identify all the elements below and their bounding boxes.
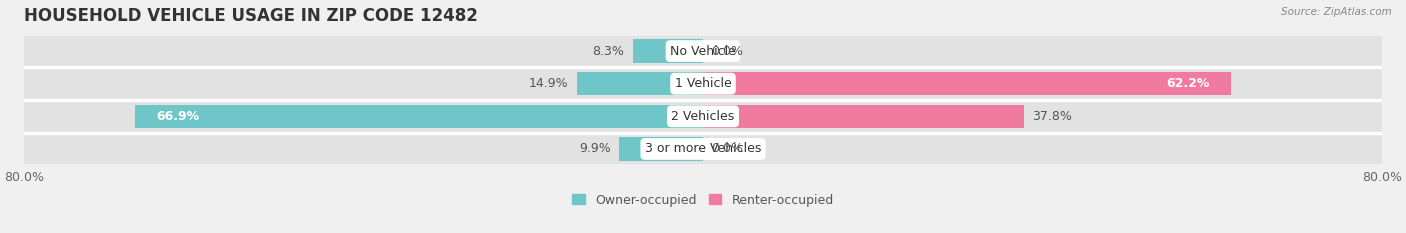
- Text: 14.9%: 14.9%: [529, 77, 568, 90]
- Bar: [135, 105, 703, 128]
- Text: 1 Vehicle: 1 Vehicle: [675, 77, 731, 90]
- Text: 37.8%: 37.8%: [1032, 110, 1073, 123]
- Bar: [24, 101, 1382, 132]
- Text: HOUSEHOLD VEHICLE USAGE IN ZIP CODE 12482: HOUSEHOLD VEHICLE USAGE IN ZIP CODE 1248…: [24, 7, 478, 25]
- Text: Source: ZipAtlas.com: Source: ZipAtlas.com: [1281, 7, 1392, 17]
- Bar: [703, 72, 1230, 96]
- Bar: [24, 134, 1382, 164]
- Bar: [24, 68, 1382, 99]
- Text: 0.0%: 0.0%: [711, 45, 744, 58]
- Text: 8.3%: 8.3%: [592, 45, 624, 58]
- Bar: [24, 36, 1382, 66]
- Text: 0.0%: 0.0%: [711, 142, 744, 155]
- Bar: [633, 39, 703, 63]
- Text: 2 Vehicles: 2 Vehicles: [672, 110, 734, 123]
- Text: No Vehicle: No Vehicle: [671, 45, 735, 58]
- Bar: [576, 72, 703, 96]
- Bar: [703, 105, 1024, 128]
- Text: 66.9%: 66.9%: [156, 110, 200, 123]
- Text: 3 or more Vehicles: 3 or more Vehicles: [645, 142, 761, 155]
- Text: 9.9%: 9.9%: [579, 142, 610, 155]
- Legend: Owner-occupied, Renter-occupied: Owner-occupied, Renter-occupied: [568, 188, 838, 212]
- Text: 62.2%: 62.2%: [1166, 77, 1209, 90]
- Bar: [619, 137, 703, 161]
